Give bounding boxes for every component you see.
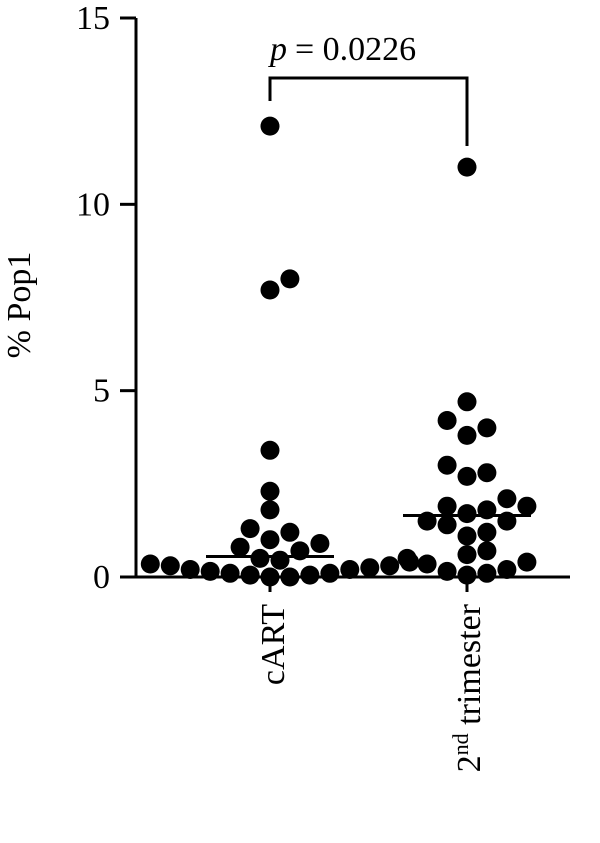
data-point-g1-7 xyxy=(457,466,477,486)
data-point-g1-1 xyxy=(457,392,477,412)
data-point-g1-21 xyxy=(517,552,537,572)
data-point-g1-4 xyxy=(457,425,477,445)
significance-bracket xyxy=(268,76,469,146)
data-point-g0-4 xyxy=(260,481,280,501)
y-axis-ticks: 0 5 10 15 xyxy=(76,0,136,596)
data-point-g1-22 xyxy=(417,554,437,574)
data-point-g1-23 xyxy=(497,560,517,579)
data-point-g1-26 xyxy=(457,565,477,585)
data-point-g0-12 xyxy=(250,548,270,568)
data-point-g1-5 xyxy=(437,455,457,475)
data-point-g0-0 xyxy=(260,116,280,136)
data-point-g0-26 xyxy=(260,567,280,587)
data-point-g0-5 xyxy=(260,500,280,520)
data-point-g0-19 xyxy=(340,560,360,579)
category-label-cart: cART xyxy=(255,604,292,685)
y-tick-label-0: 0 xyxy=(93,559,110,596)
y-tick-label-1: 5 xyxy=(93,373,110,410)
data-point-g1-12 xyxy=(457,504,477,524)
data-point-g1-6 xyxy=(477,463,497,483)
data-point-g1-9 xyxy=(437,496,457,516)
data-point-g0-22 xyxy=(220,563,240,583)
data-point-g0-27 xyxy=(280,567,300,587)
data-point-g1-16 xyxy=(477,522,497,542)
p-value-text: = 0.0226 xyxy=(295,31,416,68)
p-value-annotation: p = 0.0226 xyxy=(268,31,416,68)
data-point-g1-24 xyxy=(437,561,457,581)
data-point-g0-9 xyxy=(310,534,330,553)
data-point-g1-15 xyxy=(437,515,457,535)
median-lines xyxy=(206,514,531,559)
data-point-g1-25 xyxy=(477,563,497,583)
category-label-2nd-main: 2 xyxy=(451,755,488,772)
p-symbol: p xyxy=(268,31,287,68)
y-tick-label-3: 15 xyxy=(76,0,110,37)
data-point-g0-23 xyxy=(320,563,340,583)
data-point-g1-8 xyxy=(497,489,517,509)
data-point-g0-6 xyxy=(240,519,260,539)
category-label-2nd-sup: nd xyxy=(448,733,473,755)
y-axis-title: % Pop1 xyxy=(1,252,38,359)
data-points xyxy=(140,116,537,587)
data-point-g0-18 xyxy=(360,558,380,578)
data-point-g0-1 xyxy=(280,269,300,289)
data-point-g0-10 xyxy=(230,537,250,557)
data-point-g0-7 xyxy=(280,522,300,542)
data-point-g1-20 xyxy=(397,548,417,568)
data-point-g0-16 xyxy=(160,556,180,576)
data-point-g0-17 xyxy=(380,556,400,576)
data-point-g0-3 xyxy=(260,440,280,460)
data-point-g1-18 xyxy=(477,541,497,561)
data-point-g1-0 xyxy=(457,157,477,177)
data-point-g0-20 xyxy=(180,560,200,579)
data-point-g1-17 xyxy=(457,526,477,546)
category-label-2nd-rest: trimester xyxy=(451,603,488,733)
data-point-g0-15 xyxy=(140,554,160,574)
data-point-g0-24 xyxy=(240,565,260,585)
category-label-2nd-trimester: 2nd trimester xyxy=(448,603,488,772)
y-tick-label-2: 10 xyxy=(76,186,110,223)
data-point-g1-10 xyxy=(517,496,537,516)
data-point-g0-13 xyxy=(270,550,290,570)
data-point-g0-8 xyxy=(260,530,280,550)
category-label-cart-main: cART xyxy=(255,604,292,685)
data-point-g0-25 xyxy=(300,565,320,585)
data-point-g1-3 xyxy=(477,418,497,438)
data-point-g0-2 xyxy=(260,280,280,300)
data-point-g1-19 xyxy=(457,545,477,565)
data-point-g0-21 xyxy=(200,561,220,581)
data-point-g1-2 xyxy=(437,411,457,430)
